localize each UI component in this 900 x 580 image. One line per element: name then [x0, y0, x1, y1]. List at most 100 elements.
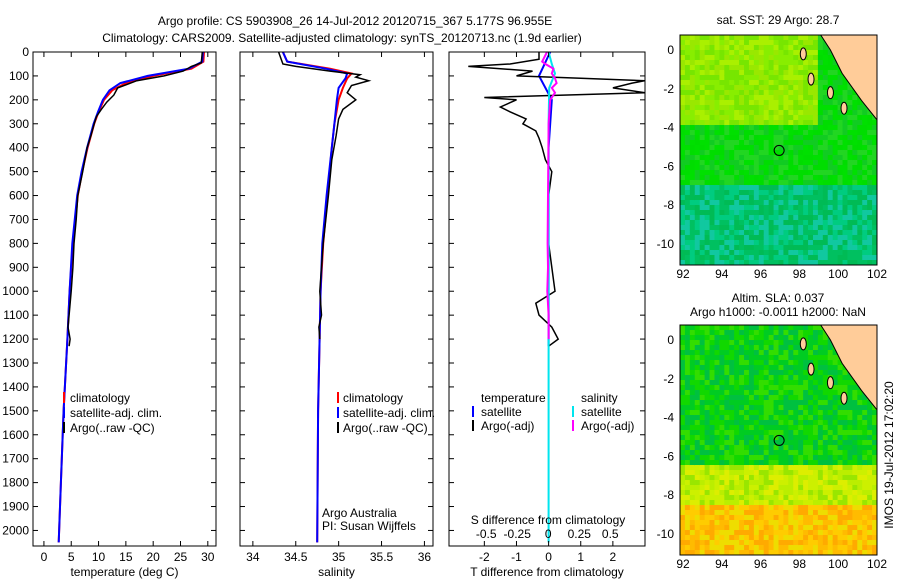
- map-cell: [817, 140, 824, 146]
- map-cell: [758, 155, 765, 161]
- map-cell: [724, 455, 730, 461]
- map-cell: [719, 230, 725, 236]
- map-cell: [704, 85, 711, 91]
- map-cell: [734, 100, 740, 106]
- map-cell: [758, 545, 765, 551]
- map-cell: [744, 410, 750, 416]
- map-cell: [793, 110, 799, 116]
- map-cell: [739, 470, 745, 476]
- map-cell: [867, 240, 873, 246]
- map-cell: [788, 135, 794, 141]
- map-cell: [748, 415, 755, 421]
- map-cell: [832, 195, 839, 201]
- map-cell: [842, 545, 848, 551]
- map-cell: [812, 390, 819, 396]
- map-cell: [793, 175, 799, 181]
- map-cell: [808, 195, 814, 201]
- map-cell: [689, 400, 696, 406]
- lon-tick-label: 96: [754, 557, 768, 571]
- map-cell: [724, 520, 730, 526]
- map-cell: [857, 470, 863, 476]
- map-cell: [744, 50, 750, 56]
- map-cell: [803, 115, 809, 121]
- map-cell: [812, 155, 819, 161]
- y-tick-label: 1600: [2, 428, 29, 442]
- map-cell: [768, 370, 775, 376]
- map-cell: [763, 50, 770, 56]
- map-cell: [684, 485, 691, 491]
- map-cell: [852, 420, 858, 426]
- map-cell: [842, 435, 848, 441]
- map-cell: [822, 200, 829, 206]
- map-cell: [763, 250, 770, 256]
- map-cell: [729, 185, 735, 191]
- lon-tick-label: 98: [793, 267, 807, 281]
- map-cell: [872, 470, 878, 476]
- map-cell: [808, 505, 814, 511]
- map-cell: [778, 355, 784, 361]
- map-cell: [684, 200, 691, 206]
- map-cell: [768, 165, 775, 171]
- map-cell: [694, 445, 701, 451]
- map-cell: [689, 165, 696, 171]
- sla-map-subtitle: Argo h1000: -0.0011 h2000: NaN: [690, 305, 866, 319]
- map-cell: [729, 190, 735, 196]
- map-cell: [714, 130, 720, 136]
- map-cell: [867, 455, 873, 461]
- map-cell: [753, 410, 760, 416]
- map-cell: [724, 390, 730, 396]
- map-cell: [714, 380, 720, 386]
- map-cell: [763, 225, 770, 231]
- map-cell: [709, 550, 715, 556]
- map-cell: [684, 545, 691, 551]
- map-cell: [753, 490, 760, 496]
- map-cell: [763, 135, 770, 141]
- map-cell: [684, 260, 691, 266]
- map-cell: [744, 155, 750, 161]
- map-cell: [689, 465, 696, 471]
- map-cell: [704, 530, 711, 536]
- map-cell: [827, 485, 834, 491]
- map-cell: [793, 440, 799, 446]
- map-cell: [714, 525, 720, 531]
- map-cell: [783, 505, 789, 511]
- map-cell: [827, 190, 834, 196]
- map-cell: [803, 510, 809, 516]
- map-cell: [709, 125, 715, 131]
- map-cell: [744, 95, 750, 101]
- map-cell: [768, 225, 775, 231]
- map-cell: [822, 80, 829, 86]
- map-cell: [803, 125, 809, 131]
- map-cell: [847, 375, 853, 381]
- map-cell: [719, 75, 725, 81]
- map-cell: [778, 465, 784, 471]
- map-cell: [812, 140, 819, 146]
- map-cell: [739, 180, 745, 186]
- map-cell: [748, 335, 755, 341]
- map-cell: [812, 60, 819, 66]
- map-cell: [724, 430, 730, 436]
- map-cell: [842, 170, 848, 176]
- map-cell: [684, 475, 691, 481]
- map-cell: [837, 445, 844, 451]
- map-cell: [768, 175, 775, 181]
- map-cell: [748, 370, 755, 376]
- map-cell: [734, 470, 740, 476]
- map-cell: [748, 160, 755, 166]
- map-cell: [832, 475, 839, 481]
- map-cell: [867, 405, 873, 411]
- map-cell: [803, 495, 809, 501]
- map-cell: [847, 185, 853, 191]
- map-cell: [872, 420, 878, 426]
- map-cell: [748, 475, 755, 481]
- map-cell: [763, 440, 770, 446]
- map-cell: [778, 340, 784, 346]
- map-cell: [857, 145, 863, 151]
- map-cell: [684, 240, 691, 246]
- map-cell: [867, 215, 873, 221]
- map-cell: [709, 365, 715, 371]
- map-cell: [822, 380, 829, 386]
- map-cell: [699, 550, 706, 556]
- map-cell: [763, 545, 770, 551]
- map-cell: [694, 520, 701, 526]
